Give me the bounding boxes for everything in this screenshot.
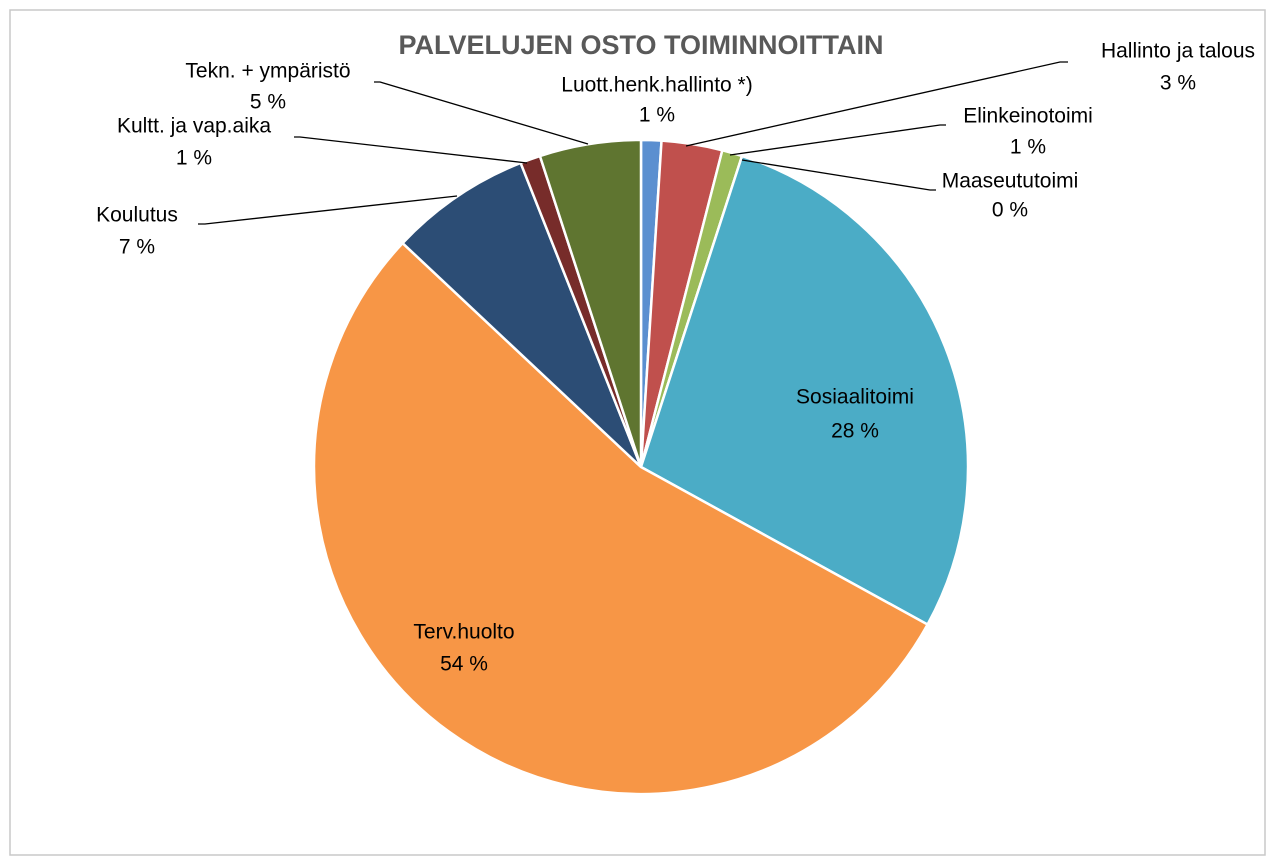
slice-label: Luott.henk.hallinto *) bbox=[561, 74, 752, 97]
pie-slice bbox=[312, 241, 930, 796]
pie-slice bbox=[639, 154, 970, 627]
slice-label: Kultt. ja vap.aika bbox=[117, 115, 271, 138]
value-label: 7 % bbox=[119, 236, 155, 259]
leader-line bbox=[294, 136, 528, 164]
value-label: 5 % bbox=[250, 91, 286, 114]
leader-line bbox=[685, 61, 1068, 147]
value-label: 3 % bbox=[1160, 72, 1196, 95]
slice-label: Sosiaalitoimi bbox=[796, 386, 914, 409]
leader-line bbox=[729, 124, 946, 156]
value-label: 54 % bbox=[440, 653, 488, 676]
value-label: 1 % bbox=[1010, 136, 1046, 159]
pie-slice bbox=[538, 138, 643, 468]
pie-slice bbox=[400, 161, 643, 468]
leader-line bbox=[374, 81, 589, 145]
value-label: 1 % bbox=[639, 104, 675, 127]
slice-label: Hallinto ja talous bbox=[1101, 40, 1255, 63]
value-label: 1 % bbox=[176, 147, 212, 170]
slice-label: Maaseututoimi bbox=[942, 170, 1079, 193]
value-label: 0 % bbox=[992, 199, 1028, 222]
leader-line bbox=[198, 195, 458, 225]
slice-label: Elinkeinotoimi bbox=[963, 105, 1093, 128]
slice-label: Koulutus bbox=[96, 204, 178, 227]
value-label: 28 % bbox=[831, 420, 879, 443]
slice-label: Tekn. + ympäristö bbox=[185, 60, 350, 83]
chart-title: PALVELUJEN OSTO TOIMINNOITTAIN bbox=[398, 30, 883, 60]
slice-label: Terv.huolto bbox=[413, 621, 514, 644]
leader-line bbox=[741, 159, 936, 191]
